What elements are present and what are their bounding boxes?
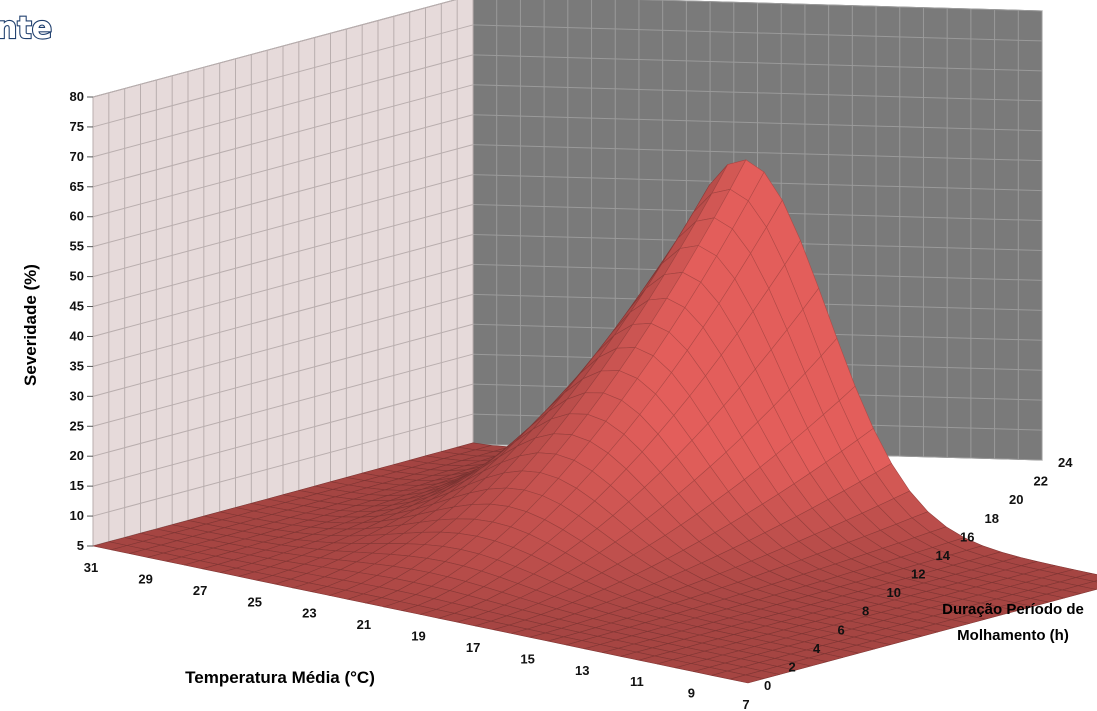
surface-patch xyxy=(729,674,764,684)
y-tick-label: 16 xyxy=(960,529,974,544)
z-axis-ticks: 80 75 70 65 60 55 50 45 40 35 30 25 20 15 10 5 xyxy=(70,89,93,553)
y-tick-label: 24 xyxy=(1058,455,1073,470)
z-tick-label: 5 xyxy=(77,538,84,553)
y-tick-label: 8 xyxy=(862,604,869,619)
x-tick-label: 11 xyxy=(630,674,644,689)
y-tick-label: 22 xyxy=(1034,474,1048,489)
x-tick-label: 21 xyxy=(357,617,371,632)
partial-title: nte xyxy=(0,11,52,46)
z-tick-label: 70 xyxy=(70,149,84,164)
x-axis-title: Temperatura Média (°C) xyxy=(185,668,375,687)
z-tick-label: 25 xyxy=(70,418,84,433)
y-axis-title-line1: Duração Período de xyxy=(942,601,1084,618)
y-axis-title-line2: Molhamento (h) xyxy=(957,627,1069,644)
y-tick-label: 2 xyxy=(789,659,796,674)
z-tick-label: 55 xyxy=(70,239,84,254)
x-tick-label: 7 xyxy=(742,697,749,711)
x-tick-label: 15 xyxy=(520,651,534,666)
z-axis-title: Severidade (%) xyxy=(21,264,40,386)
z-tick-label: 60 xyxy=(70,209,84,224)
y-tick-label: 14 xyxy=(936,548,951,563)
y-tick-label: 10 xyxy=(887,585,901,600)
severity-surface xyxy=(92,159,1097,684)
z-tick-label: 10 xyxy=(70,508,84,523)
z-tick-label: 45 xyxy=(70,299,84,314)
z-tick-label: 35 xyxy=(70,358,84,373)
x-tick-label: 17 xyxy=(466,640,480,655)
z-tick-label: 50 xyxy=(70,269,84,284)
z-tick-label: 40 xyxy=(70,328,84,343)
z-tick-label: 80 xyxy=(70,89,84,104)
y-tick-label: 6 xyxy=(838,622,845,637)
y-tick-label: 4 xyxy=(813,641,821,656)
y-tick-label: 0 xyxy=(764,678,771,693)
z-tick-label: 65 xyxy=(70,179,84,194)
x-axis-ticks: 31 29 27 25 23 21 19 17 15 13 11 9 7 xyxy=(84,560,750,711)
z-tick-label: 20 xyxy=(70,448,84,463)
z-tick-label: 15 xyxy=(70,478,84,493)
y-tick-label: 12 xyxy=(911,567,925,582)
x-tick-label: 25 xyxy=(248,594,262,609)
x-tick-label: 9 xyxy=(688,686,695,701)
z-tick-label: 30 xyxy=(70,388,84,403)
z-tick-label: 75 xyxy=(70,119,84,134)
y-tick-label: 20 xyxy=(1009,492,1023,507)
x-tick-label: 27 xyxy=(193,583,207,598)
x-tick-label: 31 xyxy=(84,560,98,575)
x-tick-label: 23 xyxy=(302,606,316,621)
x-tick-label: 19 xyxy=(411,629,425,644)
y-tick-label: 18 xyxy=(985,511,999,526)
x-tick-label: 29 xyxy=(138,571,152,586)
x-tick-label: 13 xyxy=(575,663,589,678)
